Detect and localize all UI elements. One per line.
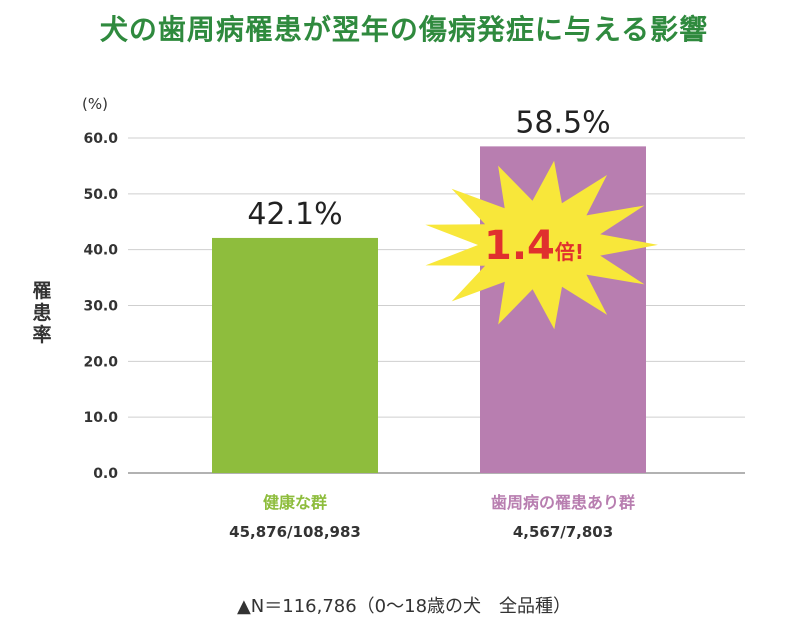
starburst-shape xyxy=(425,160,658,330)
y-tick-label: 50.0 xyxy=(83,187,118,203)
y-axis-label: 罹 患 率 xyxy=(32,280,52,346)
y-tick-label: 20.0 xyxy=(83,354,118,370)
y-tick-label: 60.0 xyxy=(83,131,118,147)
category-sublabel: 45,876/108,983 xyxy=(229,523,361,541)
category-sublabel: 4,567/7,803 xyxy=(513,523,613,541)
bar xyxy=(212,237,378,473)
multiplier-label: 1.4倍! xyxy=(484,223,584,269)
y-tick-label: 0.0 xyxy=(93,466,118,482)
y-axis-unit: (%) xyxy=(82,95,108,113)
bar-value-label: 58.5% xyxy=(515,105,610,140)
bar-chart: 0.0 10.0 20.0 30.0 40.0 50.0 60.0 42.1% 健康な群 45,8… xyxy=(83,105,745,541)
category-label: 歯周病の罹患あり群 xyxy=(491,493,635,512)
y-tick-label: 10.0 xyxy=(83,410,118,426)
footnote: ▲N＝116,786（0〜18歳の犬 全品種） xyxy=(236,596,572,617)
chart-title: 犬の歯周病罹患が翌年の傷病発症に与える影響 xyxy=(99,13,709,46)
bar-value-label: 42.1% xyxy=(247,197,342,232)
category-label: 健康な群 xyxy=(263,493,327,512)
y-tick-label: 30.0 xyxy=(83,299,118,315)
y-tick-label: 40.0 xyxy=(83,243,118,259)
